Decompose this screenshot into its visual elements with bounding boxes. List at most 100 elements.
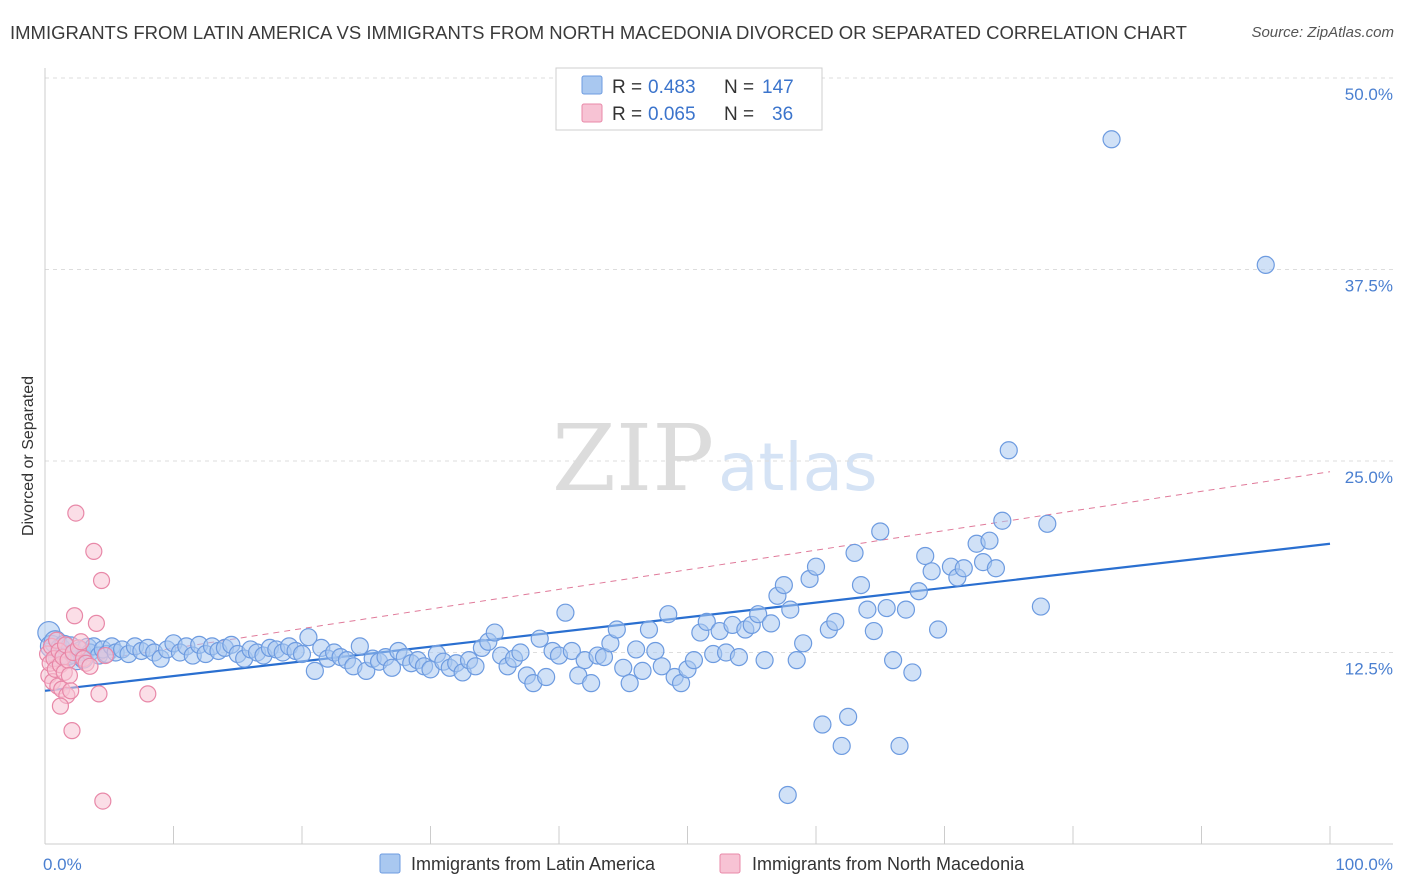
point-latin-america-93	[582, 674, 601, 693]
point-latin-america-135	[851, 575, 871, 595]
point-north-macedonia-32	[94, 792, 112, 810]
axes	[44, 68, 1393, 845]
source-label: Source: ZipAtlas.com	[1251, 24, 1394, 41]
trend-line-north-macedonia	[44, 471, 1331, 669]
y-tick-label-2: 37.5%	[1345, 277, 1393, 296]
legend-r-value-1: 0.483	[648, 77, 696, 98]
point-latin-america-101	[633, 661, 652, 680]
point-latin-america-136	[858, 600, 877, 619]
point-latin-america-142	[896, 600, 916, 619]
point-latin-america-124	[781, 600, 800, 619]
watermark-zip: ZIP	[552, 405, 714, 512]
y-axis-label: Divorced or Separated	[20, 376, 37, 536]
watermark-atlas: atlas	[718, 429, 878, 506]
point-latin-america-160	[1256, 255, 1275, 275]
point-latin-america-159	[1102, 130, 1121, 149]
point-north-macedonia-34	[139, 685, 157, 703]
point-latin-america-111	[697, 612, 716, 631]
point-latin-america-161	[778, 785, 797, 805]
point-latin-america-141	[890, 736, 909, 756]
legend-n-label-1: N =	[724, 77, 754, 98]
point-latin-america-137	[864, 621, 883, 641]
point-latin-america-48	[292, 644, 312, 664]
point-north-macedonia-24	[72, 633, 90, 651]
legend-bottom: Immigrants from Latin America Immigrants…	[379, 853, 1025, 874]
legend-r-label-1: R =	[612, 77, 642, 98]
point-latin-america-155	[993, 511, 1012, 530]
legend-n-value-2: 36	[772, 104, 793, 125]
point-latin-america-126	[794, 634, 813, 653]
legend-r-label-2: R =	[612, 104, 642, 125]
point-latin-america-128	[806, 557, 826, 576]
point-latin-america-132	[832, 736, 851, 756]
point-latin-america-119	[749, 605, 768, 624]
y-tick-label-0: 12.5%	[1345, 660, 1393, 679]
point-latin-america-156	[999, 441, 1018, 460]
point-north-macedonia-27	[81, 657, 99, 675]
point-latin-america-134	[845, 543, 864, 563]
point-latin-america-104	[652, 657, 671, 676]
point-latin-america-105	[659, 605, 678, 624]
point-latin-america-133	[839, 707, 858, 726]
point-latin-america-100	[626, 640, 646, 659]
point-latin-america-89	[556, 603, 575, 622]
point-north-macedonia-35	[51, 697, 70, 715]
point-latin-america-102	[639, 620, 659, 639]
point-latin-america-153	[980, 531, 999, 550]
point-latin-america-98	[614, 658, 633, 677]
point-north-macedonia-17	[60, 666, 79, 685]
legend-n-value-1: 147	[762, 77, 794, 98]
point-north-macedonia-19	[63, 722, 81, 740]
point-latin-america-147	[928, 620, 948, 639]
point-north-macedonia-33	[96, 646, 114, 665]
trend-lines	[44, 471, 1331, 692]
point-latin-america-86	[537, 667, 556, 687]
point-latin-america-138	[871, 522, 890, 541]
point-latin-america-139	[877, 598, 896, 618]
point-latin-america-116	[729, 647, 749, 667]
point-north-macedonia-30	[90, 685, 108, 703]
point-latin-america-50	[305, 661, 324, 680]
point-latin-america-82	[511, 643, 530, 662]
point-latin-america-143	[903, 663, 922, 682]
point-latin-america-49	[299, 628, 318, 647]
point-latin-america-75	[466, 657, 485, 676]
point-latin-america-97	[607, 620, 626, 639]
x-tick-label-end: 100.0%	[1335, 855, 1393, 874]
legend-bottom-label-latin-america: Immigrants from Latin America	[411, 854, 656, 874]
point-latin-america-62	[382, 658, 402, 677]
point-latin-america-85	[530, 629, 549, 648]
point-latin-america-99	[620, 674, 639, 693]
point-latin-america-154	[986, 559, 1006, 578]
point-latin-america-131	[826, 612, 845, 631]
point-latin-america-125	[787, 651, 806, 670]
point-latin-america-158	[1038, 514, 1057, 533]
trend-line-latin-america	[44, 542, 1331, 692]
legend-swatch-north-macedonia	[581, 103, 603, 123]
y-tick-label-3: 50.0%	[1345, 85, 1393, 104]
point-latin-america-150	[954, 559, 973, 578]
point-latin-america-140	[883, 651, 903, 670]
point-latin-america-145	[916, 546, 935, 566]
point-latin-america-120	[755, 651, 774, 670]
y-tick-label-1: 25.0%	[1345, 468, 1393, 487]
chart-title: IMMIGRANTS FROM LATIN AMERICA VS IMMIGRA…	[10, 22, 1187, 43]
x-tick-label-start: 0.0%	[43, 855, 82, 874]
legend-n-label-2: N =	[724, 104, 754, 125]
point-north-macedonia-18	[62, 682, 80, 700]
point-latin-america-109	[684, 651, 704, 670]
point-north-macedonia-21	[65, 607, 84, 625]
point-latin-america-121	[761, 614, 781, 633]
point-latin-america-157	[1031, 597, 1050, 616]
legend-r-value-2: 0.065	[648, 104, 696, 125]
legend-bottom-swatch-north-macedonia	[719, 853, 741, 874]
point-north-macedonia-28	[85, 542, 103, 560]
data-points	[37, 130, 1275, 810]
legend-bottom-label-north-macedonia: Immigrants from North Macedonia	[752, 854, 1025, 874]
point-latin-america-103	[646, 641, 665, 661]
point-north-macedonia-31	[92, 571, 111, 590]
point-latin-america-78	[485, 623, 504, 642]
point-north-macedonia-29	[87, 614, 106, 632]
gridlines	[45, 77, 1393, 653]
